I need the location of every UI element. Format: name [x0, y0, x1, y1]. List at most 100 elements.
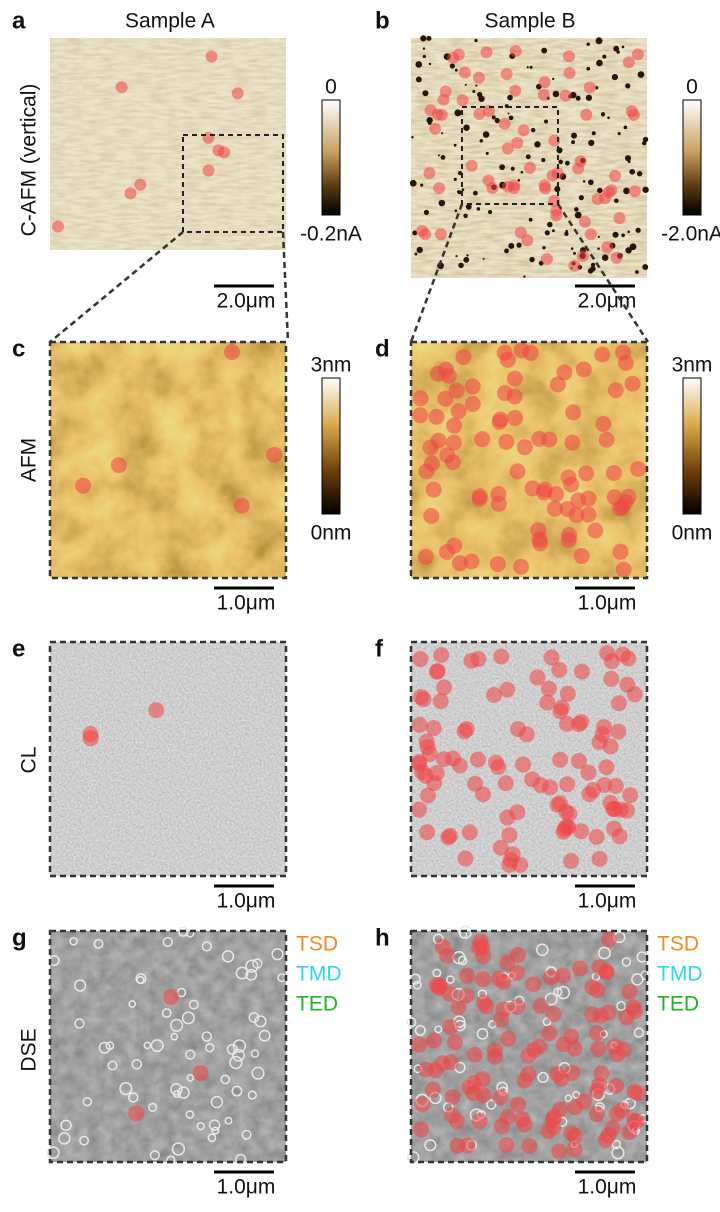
- defect-marker: [555, 967, 572, 984]
- defect-marker: [490, 495, 507, 512]
- defect-marker: [559, 685, 576, 702]
- defect-marker: [565, 404, 582, 421]
- defect-marker: [450, 403, 467, 420]
- defect-marker: [458, 987, 475, 1004]
- dark-spot: [575, 95, 581, 101]
- dark-spot: [525, 154, 531, 160]
- defect-marker: [497, 775, 514, 792]
- defect-marker: [493, 1011, 510, 1028]
- defect-marker: [411, 755, 428, 772]
- dark-spot: [428, 62, 432, 66]
- pit: [98, 1041, 111, 1054]
- dark-spot: [544, 230, 550, 236]
- dark-spot: [586, 42, 590, 46]
- defect-marker: [567, 1127, 584, 1144]
- defect-marker: [492, 839, 509, 856]
- pit: [412, 980, 422, 990]
- defect-marker: [562, 50, 575, 63]
- defect-marker: [412, 651, 429, 668]
- panel-letter: d: [375, 335, 390, 362]
- micrograph-texture: [50, 342, 286, 578]
- dark-spot: [508, 242, 515, 249]
- pit: [611, 1146, 625, 1160]
- colorbar-top-label: 3nm: [311, 354, 352, 377]
- scale-bar-label: 1.0μm: [217, 890, 276, 913]
- dark-spot: [571, 132, 577, 139]
- defect-marker: [598, 759, 615, 776]
- pit: [210, 1095, 224, 1109]
- defect-marker: [574, 155, 587, 168]
- pit: [621, 957, 632, 967]
- defect-marker: [628, 185, 641, 198]
- defect-marker: [509, 946, 526, 963]
- defect-marker: [426, 775, 443, 792]
- pit: [247, 1090, 257, 1100]
- defect-marker: [615, 561, 632, 578]
- defect-marker: [603, 670, 620, 687]
- defect-marker: [501, 827, 518, 844]
- dark-spot: [465, 203, 472, 210]
- dark-spot: [542, 246, 546, 250]
- dark-spot: [642, 186, 649, 193]
- defect-marker: [451, 555, 468, 572]
- defect-marker: [75, 477, 92, 494]
- pit: [128, 1092, 139, 1103]
- pit: [128, 1000, 137, 1008]
- defect-marker: [591, 1077, 608, 1094]
- dark-spot: [415, 61, 423, 68]
- legend-entry: TMD: [296, 963, 342, 986]
- defect-marker: [603, 653, 620, 670]
- pit: [201, 1031, 213, 1042]
- dark-spot: [585, 94, 593, 101]
- pit: [544, 992, 558, 1006]
- dark-spot: [642, 264, 649, 270]
- dark-spot: [595, 86, 599, 90]
- micrograph-texture: [50, 38, 286, 250]
- dark-spot: [499, 164, 505, 171]
- defect-marker: [575, 361, 592, 378]
- defect-marker: [411, 716, 428, 733]
- dark-spot: [642, 140, 647, 146]
- defect-marker: [514, 1111, 531, 1128]
- defect-marker: [611, 828, 628, 845]
- defect-marker: [461, 824, 478, 841]
- dark-spot: [516, 242, 522, 248]
- defect-marker: [542, 779, 559, 796]
- dark-spot: [541, 158, 546, 163]
- defect-marker: [429, 663, 446, 680]
- defect-marker: [511, 136, 524, 149]
- defect-marker: [566, 1141, 583, 1158]
- colorbar: [682, 99, 702, 216]
- dark-spot: [517, 178, 521, 182]
- defect-marker: [560, 469, 577, 486]
- defect-marker: [570, 753, 587, 770]
- defect-marker: [433, 647, 450, 664]
- pit: [105, 1041, 115, 1051]
- dark-spot: [624, 155, 632, 162]
- dark-spot: [574, 211, 582, 219]
- defect-marker: [510, 721, 527, 738]
- defect-marker: [591, 850, 608, 867]
- defect-marker: [422, 439, 439, 456]
- dark-spot: [510, 166, 515, 171]
- pit: [250, 1049, 260, 1058]
- defect-marker: [581, 786, 598, 803]
- defect-marker: [538, 179, 551, 192]
- defect-marker: [540, 253, 553, 266]
- defect-marker: [464, 395, 481, 412]
- defect-marker: [412, 390, 429, 407]
- dark-spot: [625, 247, 632, 254]
- panel-border: [48, 340, 288, 580]
- defect-marker: [576, 250, 589, 263]
- panel-border: [48, 929, 288, 1164]
- dark-spot: [571, 140, 576, 145]
- dark-spot: [422, 54, 426, 59]
- dark-spot: [534, 141, 541, 148]
- row-label: CL: [18, 747, 41, 774]
- dark-spot: [463, 256, 470, 263]
- dark-spot: [596, 59, 603, 67]
- defect-marker: [430, 365, 447, 382]
- zoom-box: [461, 106, 559, 205]
- pit: [432, 968, 442, 978]
- defect-marker: [573, 823, 590, 840]
